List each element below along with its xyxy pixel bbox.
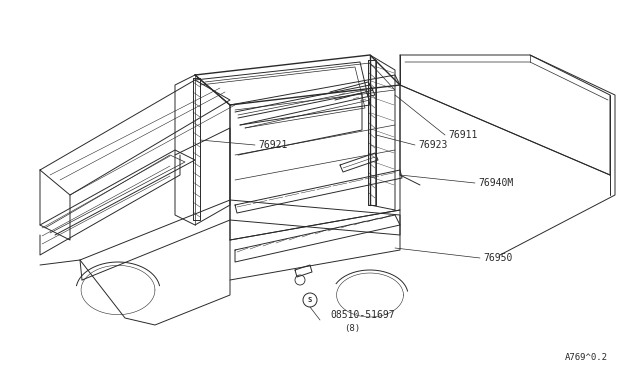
Text: (8): (8)	[344, 324, 360, 333]
Text: 76940M: 76940M	[478, 178, 513, 188]
Text: 76921: 76921	[258, 140, 287, 150]
Text: S: S	[308, 297, 312, 303]
Text: 08510-51697: 08510-51697	[330, 310, 395, 320]
Text: 76923: 76923	[418, 140, 447, 150]
Text: 76950: 76950	[483, 253, 513, 263]
Text: A769^0.2: A769^0.2	[565, 353, 608, 362]
Text: 76911: 76911	[448, 130, 477, 140]
